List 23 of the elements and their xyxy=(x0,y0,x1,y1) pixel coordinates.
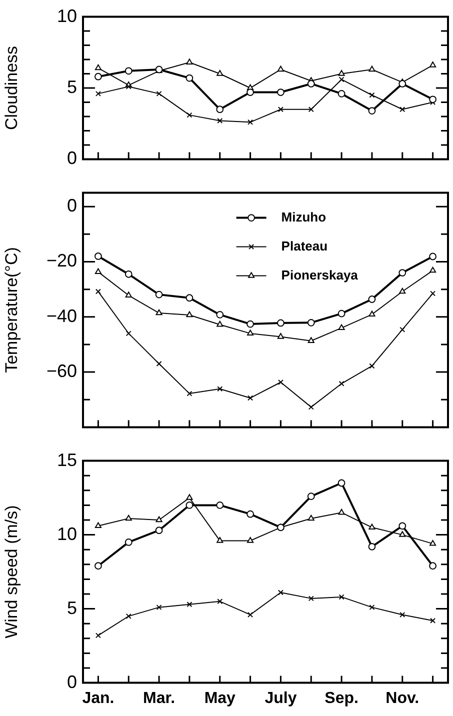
x-tick-label: July xyxy=(264,690,297,707)
y-tick-label: −20 xyxy=(46,250,77,271)
y-axis-title: Temperature(°C) xyxy=(2,247,21,373)
y-tick-label: 0 xyxy=(66,148,77,168)
y-tick-label: −60 xyxy=(46,361,77,382)
y-tick-label: 5 xyxy=(66,76,77,97)
x-tick-label: Jan. xyxy=(82,690,114,707)
y-tick-label: 15 xyxy=(56,450,77,470)
x-tick-label: Nov. xyxy=(386,690,420,707)
y-axis-title: Wind speed (m/s) xyxy=(2,505,21,638)
y-tick-label: 0 xyxy=(66,672,77,692)
legend-label: Plateau xyxy=(281,238,328,254)
y-tick-label: 10 xyxy=(56,6,77,26)
y-tick-label: 10 xyxy=(56,524,77,544)
y-axis-title: Cloudiness xyxy=(2,46,21,130)
y-tick-label: −40 xyxy=(46,306,77,326)
x-tick-label: Mar. xyxy=(143,690,176,707)
x-tick-label: May xyxy=(204,690,236,707)
x-tick-label: Sep. xyxy=(324,690,358,707)
y-tick-label: 0 xyxy=(66,196,77,216)
y-tick-label: 5 xyxy=(66,598,77,618)
legend-label: Pionerskaya xyxy=(281,267,359,282)
legend-label: Mizuho xyxy=(281,209,326,224)
